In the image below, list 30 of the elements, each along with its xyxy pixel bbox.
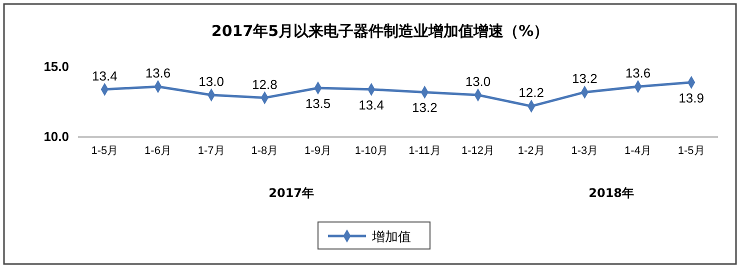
- x-tick-label: 1-11月: [408, 145, 441, 157]
- data-label: 13.0: [198, 74, 224, 89]
- x-tick-label: 1-4月: [624, 145, 652, 157]
- data-label: 13.0: [465, 74, 491, 89]
- data-label: 13.9: [678, 90, 704, 106]
- x-tick-label: 1-5月: [91, 145, 118, 157]
- text: 2018年: [588, 186, 634, 200]
- data-label: 13.4: [358, 97, 384, 112]
- legend-label: 增加值: [371, 230, 411, 245]
- x-tick-label: 1-3月: [571, 145, 598, 157]
- data-label: 12.2: [518, 85, 544, 100]
- chart-title: 2017年5月以来电子器件制造业增加值增速（%）: [211, 22, 549, 40]
- x-tick-label: 1-5月: [678, 145, 705, 157]
- y-tick-label: 10.0: [44, 129, 69, 144]
- text: 2017年: [268, 186, 314, 200]
- x-tick-label: 1-8月: [251, 145, 278, 157]
- data-label: 13.6: [625, 66, 651, 81]
- y-tick-label: 15.0: [44, 59, 69, 74]
- data-label: 13.2: [412, 100, 438, 116]
- x-tick-label: 1-12月: [461, 145, 495, 157]
- data-label: 13.5: [305, 96, 331, 111]
- data-label: 13.4: [92, 68, 118, 84]
- data-label: 12.8: [252, 76, 278, 92]
- x-tick-label: 1-9月: [304, 145, 332, 157]
- x-tick-label: 1-6月: [144, 145, 172, 157]
- data-label: 13.6: [145, 66, 171, 81]
- x-tick-label: 1-2月: [518, 145, 545, 157]
- data-label: 13.2: [572, 71, 598, 86]
- x-tick-label: 1-7月: [198, 145, 225, 157]
- x-tick-label: 1-10月: [354, 145, 388, 157]
